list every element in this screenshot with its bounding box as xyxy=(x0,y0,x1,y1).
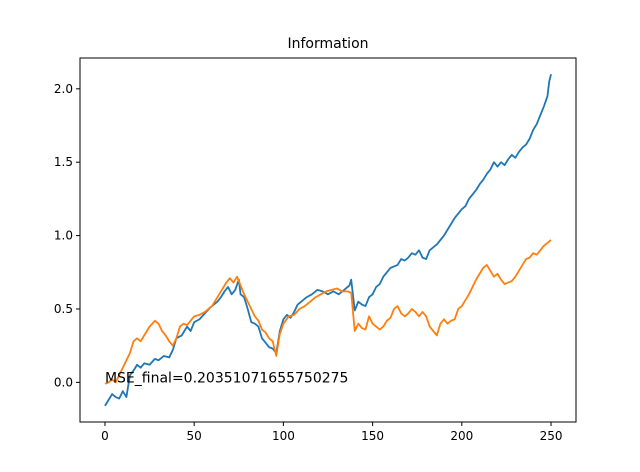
x-tick-label: 50 xyxy=(187,429,202,443)
chart-title: Information xyxy=(287,36,368,52)
y-tick-label: 0.0 xyxy=(54,375,73,389)
x-tick-label: 0 xyxy=(101,429,109,443)
x-tick-label: 150 xyxy=(361,429,384,443)
series-line-1 xyxy=(104,73,552,407)
x-tick-label: 200 xyxy=(450,429,473,443)
y-tick-label: 2.0 xyxy=(54,82,73,96)
x-tick-label: 250 xyxy=(540,429,563,443)
y-tick-label: 1.0 xyxy=(54,229,73,243)
x-tick-label: 100 xyxy=(272,429,295,443)
y-tick-label: 1.5 xyxy=(54,155,73,169)
series-line-2 xyxy=(104,239,552,385)
series-layer xyxy=(104,73,552,407)
plot-area xyxy=(79,57,577,423)
y-tick-label: 0.5 xyxy=(54,302,73,316)
mse-annotation: MSE_final=0.20351071655750275 xyxy=(105,370,348,386)
tick-layer: 0 50 100 150 200 250 0.0 0.5 1.0 1.5 2.0 xyxy=(54,82,563,443)
plot-frame xyxy=(79,57,577,423)
